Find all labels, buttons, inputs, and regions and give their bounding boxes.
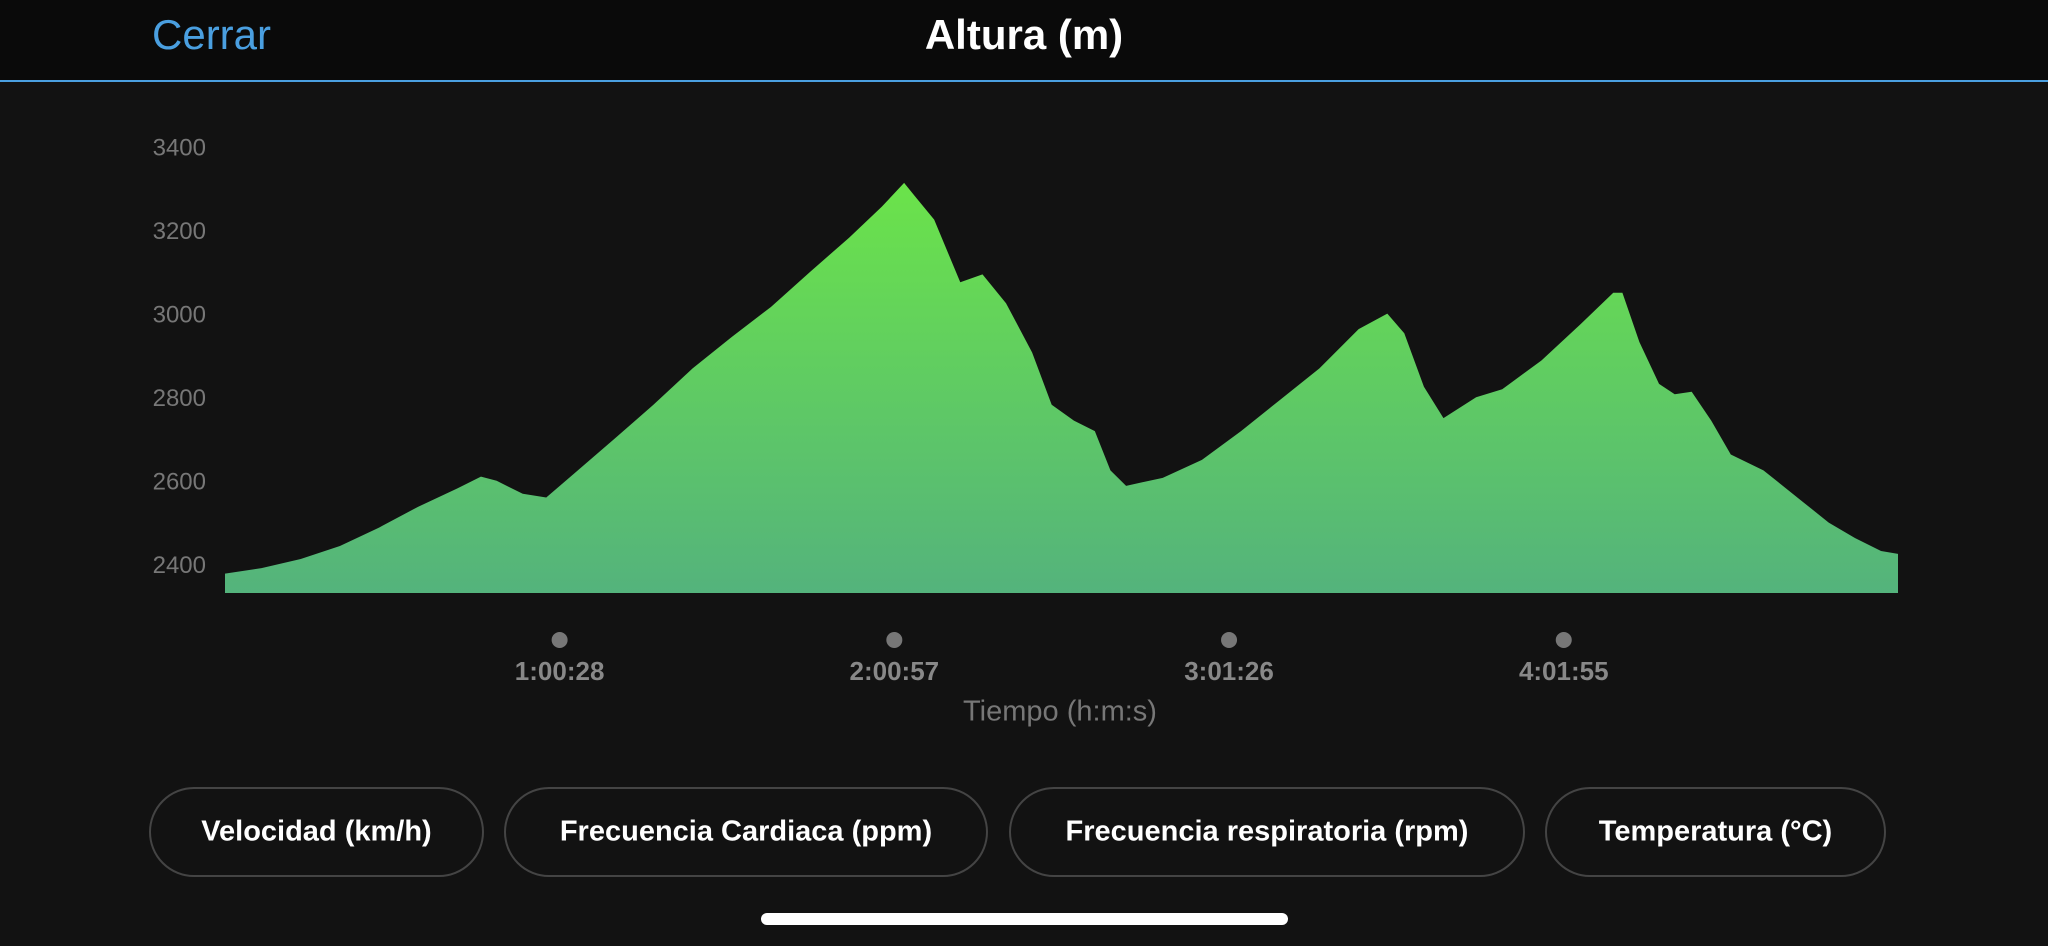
elevation-area <box>225 182 1898 594</box>
y-tick-label: 3400 <box>153 134 206 161</box>
metric-button[interactable] <box>504 787 988 877</box>
close-button[interactable]: Cerrar <box>152 11 271 58</box>
y-tick-label: 3200 <box>153 218 206 245</box>
x-tick-dot <box>1555 632 1572 648</box>
metric-button-label[interactable]: Temperatura (°C) <box>1599 816 1832 848</box>
x-tick-label: 1:00:28 <box>515 656 605 686</box>
x-tick-label: 2:00:57 <box>850 656 940 686</box>
x-tick-label: 3:01:26 <box>1184 656 1274 686</box>
x-tick-dot <box>1221 632 1238 648</box>
x-tick-dot <box>551 632 568 648</box>
metric-button[interactable] <box>1545 787 1886 877</box>
metric-button[interactable] <box>1009 787 1525 877</box>
metric-button[interactable] <box>149 787 484 877</box>
header-bar <box>0 0 2048 80</box>
x-tick-label: 4:01:55 <box>1519 656 1609 686</box>
y-tick-label: 2400 <box>153 552 206 579</box>
y-tick-label: 3000 <box>153 301 206 328</box>
metric-button-label[interactable]: Velocidad (km/h) <box>201 816 431 848</box>
chart-title: Altura (m) <box>925 11 1123 58</box>
x-tick-dot <box>886 632 903 648</box>
metric-button-label[interactable]: Frecuencia Cardiaca (ppm) <box>560 816 932 848</box>
y-tick-label: 2800 <box>153 385 206 412</box>
metric-button-label[interactable]: Frecuencia respiratoria (rpm) <box>1066 816 1469 848</box>
y-tick-label: 2600 <box>153 469 206 496</box>
x-axis-title: Tiempo (h:m:s) <box>963 696 1157 728</box>
home-indicator <box>761 913 1288 925</box>
